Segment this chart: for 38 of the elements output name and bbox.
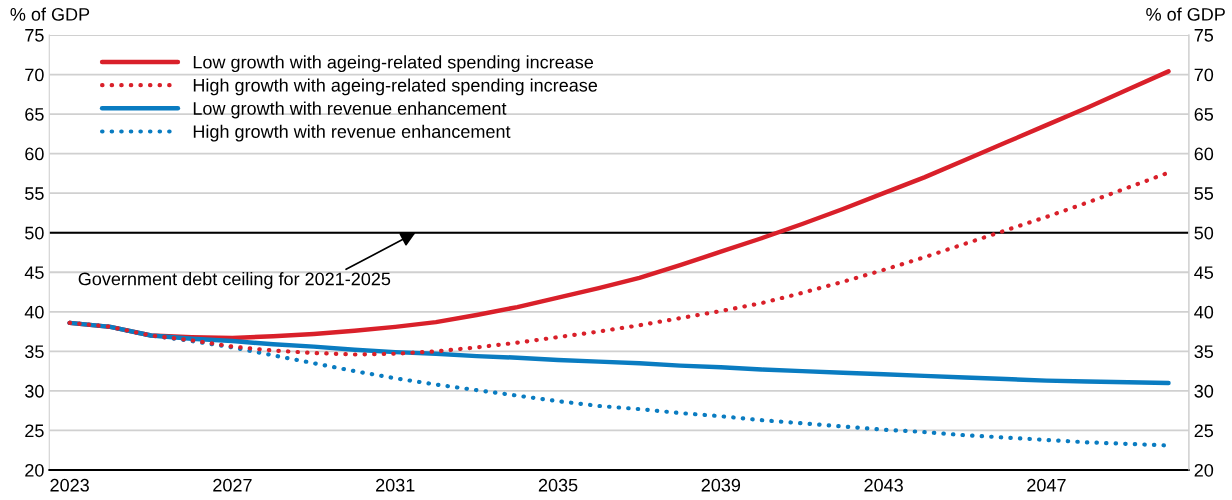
x-tick-label: 2023	[50, 478, 89, 492]
y2-tick-label: 45	[1194, 266, 1214, 279]
y-tick-label: 50	[25, 226, 44, 240]
y2-axis-title: % of GDP	[1146, 7, 1225, 21]
y-tick-label: 65	[25, 108, 44, 121]
y-axis-title: % of GDP	[10, 7, 90, 21]
y-tick-label: 25	[25, 424, 44, 438]
y-tick-label: 70	[25, 68, 44, 82]
y2-tick-label: 50	[1194, 226, 1214, 240]
y2-tick-label: 20	[1194, 463, 1214, 477]
y2-tick-label: 25	[1194, 424, 1214, 438]
y2-tick-label: 40	[1194, 305, 1214, 319]
x-tick-label: 2031	[376, 478, 415, 492]
y-tick-label: 30	[25, 384, 44, 398]
y2-tick-label: 30	[1194, 384, 1214, 398]
y2-tick-label: 55	[1194, 187, 1214, 200]
y-tick-label: 45	[24, 266, 44, 279]
x-tick-label: 2047	[1027, 478, 1066, 492]
y2-tick-label: 35	[1194, 345, 1214, 359]
y2-tick-label: 65	[1194, 108, 1214, 121]
y-tick-label: 60	[25, 147, 44, 161]
y-tick-label: 35	[25, 345, 44, 359]
y-tick-label: 75	[25, 29, 44, 42]
y2-tick-label: 60	[1194, 147, 1214, 161]
x-tick-label: 2039	[701, 478, 741, 492]
ref-line-label: Government debt ceiling for 2021-2025	[78, 272, 391, 289]
x-tick-label: 2043	[864, 478, 903, 492]
y-tick-label: 20	[25, 463, 44, 477]
legend-label: Low growth with revenue enhancement	[193, 101, 507, 119]
legend-label: High growth with ageing-related spending increase	[193, 78, 598, 96]
y-tick-label: 55	[25, 187, 44, 200]
x-tick-label: 2035	[538, 478, 578, 492]
y2-tick-label: 70	[1194, 68, 1214, 82]
x-tick-label: 2027	[213, 478, 252, 492]
legend-label: High growth with revenue enhancement	[193, 124, 511, 142]
y-tick-label: 40	[24, 305, 44, 319]
legend-label: Low growth with ageing-related spending increase	[193, 55, 594, 73]
y2-tick-label: 75	[1194, 29, 1214, 42]
